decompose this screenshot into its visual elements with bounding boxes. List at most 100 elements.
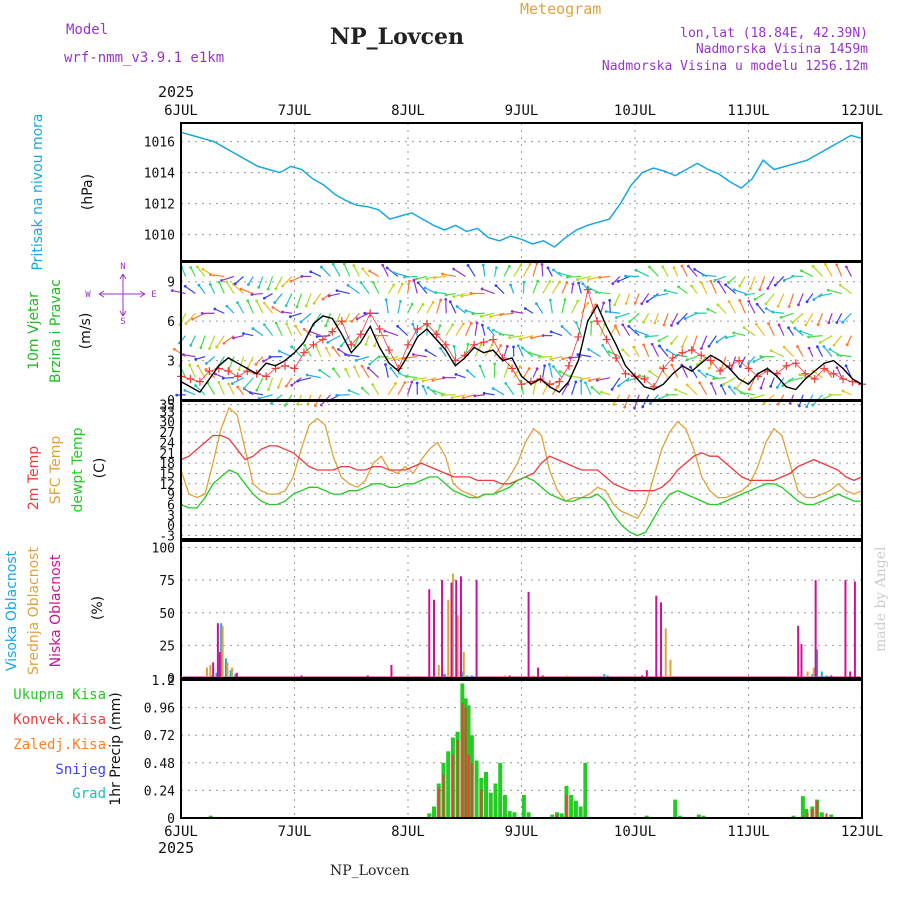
wind-arrow-head <box>479 342 483 346</box>
wind-arrow-head <box>350 319 354 323</box>
wind-arrow <box>435 291 447 295</box>
wind-arrow-head <box>677 285 680 289</box>
wind-arrow-head <box>576 278 579 281</box>
wind-arrow <box>580 302 589 314</box>
wind-arrow-head <box>230 382 234 386</box>
wind-arrow-head <box>577 281 581 285</box>
wind-arrow <box>492 387 505 396</box>
wind-arrow <box>677 312 688 324</box>
temp-tick-label: 9 <box>167 488 175 503</box>
wind-arrow-head <box>460 294 464 298</box>
wind-arrow <box>372 282 380 294</box>
wind-arrow <box>481 312 495 317</box>
wind-arrow-head <box>331 346 335 349</box>
wind-arrow-head <box>835 263 839 267</box>
wind-arrow <box>259 394 273 399</box>
wind-arrow-head <box>611 282 615 286</box>
wind-arrow-head <box>665 348 669 352</box>
wind-arrow-head <box>364 343 368 346</box>
wind-arrow <box>221 275 235 281</box>
wind-arrow-head <box>685 383 689 387</box>
wind-arrow-head <box>791 274 795 278</box>
wind-arrow <box>578 282 582 294</box>
wind-arrow <box>442 273 456 278</box>
wind-arrow <box>689 366 698 378</box>
wind-arrow-head <box>694 311 698 315</box>
precip-tick-label: 1.2 <box>152 674 175 689</box>
wind-arrow-head <box>400 282 404 286</box>
wind-arrow <box>267 377 274 390</box>
wind-arrow-head <box>738 284 742 288</box>
day-label-top: 11JUL <box>727 103 769 119</box>
wind-arrow <box>734 289 746 295</box>
wind-arrow <box>384 364 389 378</box>
wind-arrow <box>581 377 592 380</box>
wind-arrow-head <box>412 378 416 381</box>
wind-arrow-head <box>507 264 511 268</box>
wind-arrow-head <box>451 323 455 327</box>
wind-arrow <box>749 276 756 289</box>
wind-arrow-head <box>557 271 561 275</box>
wind-arrow-head <box>645 300 649 303</box>
temp-tick-label: 21 <box>159 447 175 462</box>
wind-arrow-head <box>241 332 245 335</box>
wind-arrow <box>665 289 678 295</box>
wind-arrow <box>645 335 659 338</box>
precip-panel: 0 0.24 0.48 0.72 0.96 1.2 <box>144 674 862 827</box>
precip-bar-total <box>559 813 564 818</box>
wind-arrow-head <box>296 403 300 406</box>
wind-arrow <box>601 391 611 396</box>
wind-arrow <box>243 377 254 389</box>
wind-arrow <box>223 335 235 344</box>
wind-arrow-head <box>276 385 280 389</box>
wind-arrow <box>723 377 736 385</box>
wind-arrow <box>344 312 351 322</box>
wind-arrow-head <box>841 320 845 324</box>
wind-arrow-head <box>782 345 786 349</box>
wind-arrow <box>739 300 746 314</box>
wind-arrow <box>446 292 456 296</box>
wind-arrow <box>816 346 823 357</box>
precip-legend-item: Ukupna Kisa <box>13 687 106 703</box>
wind-arrow <box>826 369 833 379</box>
wind-arrow <box>739 356 746 367</box>
wind-arrow <box>799 374 813 379</box>
wind-arrow-head <box>777 323 781 327</box>
wind-arrow <box>505 383 515 396</box>
wind-arrow-head <box>775 385 779 389</box>
wind-arrow <box>277 377 283 388</box>
wind-arrow <box>210 274 225 278</box>
wind-arrow <box>681 265 688 277</box>
wind-arrow <box>343 263 351 277</box>
wind-arrow <box>658 335 669 342</box>
wind-arrow-head <box>434 291 437 294</box>
wind-arrow-head <box>487 326 490 330</box>
wind-arrow <box>369 270 379 277</box>
wind-arrow-head <box>473 394 477 398</box>
wind-arrow-head <box>300 274 304 278</box>
precip-bar-total <box>446 751 451 818</box>
wind-arrow <box>754 293 765 300</box>
wind-arrow-head <box>399 299 402 303</box>
wind-arrow <box>612 276 621 285</box>
wind-arrow-head <box>727 281 731 285</box>
wind-arrow-head <box>342 262 346 266</box>
temp-tick-label: 12 <box>159 478 175 493</box>
wind-arrow-head <box>676 321 680 325</box>
wind-arrow <box>338 348 351 358</box>
wind-arrow <box>767 323 775 336</box>
wind-arrow-head <box>795 345 799 348</box>
wind-arrow-head <box>828 393 832 397</box>
precip-bar-conv <box>461 703 464 818</box>
wind-arrow-head <box>558 370 562 373</box>
wind-arrow-head <box>683 317 687 320</box>
wind-arrow-head <box>371 281 375 284</box>
wind-arrow-head <box>321 297 325 301</box>
wind-arrow-head <box>455 305 459 308</box>
wind-arrow-head <box>586 301 590 305</box>
wind-arrow-head <box>565 281 569 285</box>
wind-arrow <box>397 283 403 294</box>
wind-arrow <box>840 284 852 295</box>
wind-arrow-head <box>274 287 278 291</box>
precip-bar-total <box>512 812 517 818</box>
